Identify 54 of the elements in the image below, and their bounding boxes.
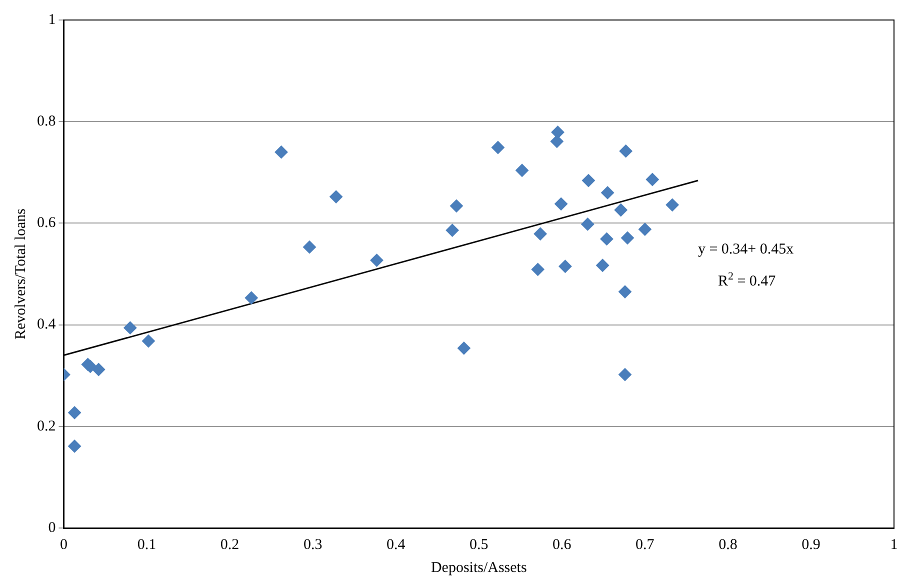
point xyxy=(550,134,564,148)
point xyxy=(582,174,595,188)
point xyxy=(534,227,547,240)
point xyxy=(601,186,614,200)
y-tick-label: 0 xyxy=(48,520,56,536)
x-tick-label: 0 xyxy=(60,536,68,553)
point xyxy=(618,285,632,298)
point xyxy=(330,190,343,204)
point xyxy=(92,363,106,376)
x-tick-label: 0.9 xyxy=(802,536,820,553)
point xyxy=(618,368,632,382)
point xyxy=(446,224,459,237)
x-tick-label: 0.4 xyxy=(386,536,406,553)
point xyxy=(370,254,384,267)
point xyxy=(554,197,568,210)
point xyxy=(124,321,137,334)
point xyxy=(619,144,632,158)
x-tick-label: 0.5 xyxy=(470,536,488,553)
y-tick-label: 0.6 xyxy=(37,215,56,232)
point xyxy=(531,262,544,276)
point xyxy=(68,406,82,420)
y-tick-label: 1 xyxy=(48,12,56,28)
point xyxy=(558,260,572,273)
point xyxy=(600,232,614,246)
y-axis-title: Revolvers/Total loans xyxy=(12,208,29,340)
point xyxy=(244,291,258,304)
point xyxy=(596,258,610,272)
x-tick-label: 1 xyxy=(890,536,898,553)
x-tick-label: 0.7 xyxy=(636,536,655,553)
point xyxy=(142,334,155,348)
y-tick-label: 0.4 xyxy=(37,316,56,333)
x-tick-label: 0.3 xyxy=(303,536,322,553)
point xyxy=(303,240,316,254)
y-tick-label: 0.8 xyxy=(37,114,56,130)
point xyxy=(666,198,679,212)
x-tick-label: 0.8 xyxy=(718,536,738,553)
point xyxy=(516,164,529,177)
point xyxy=(68,440,82,453)
x-tick-label: 0.2 xyxy=(220,536,240,553)
point xyxy=(551,126,564,139)
point xyxy=(457,342,470,355)
annotation: y = 0.34+ 0.45x xyxy=(698,242,794,258)
point xyxy=(491,141,504,154)
point xyxy=(450,199,463,212)
point xyxy=(620,231,634,244)
point xyxy=(274,146,288,159)
point xyxy=(581,218,594,231)
point xyxy=(646,173,659,186)
y-tick-label: 0.2 xyxy=(37,418,56,434)
x-tick-label: 0.6 xyxy=(552,536,572,553)
x-tick-label: 0.1 xyxy=(137,536,156,553)
x-axis-title: Deposits/Assets xyxy=(430,560,527,576)
point xyxy=(614,203,628,216)
point xyxy=(638,222,652,236)
